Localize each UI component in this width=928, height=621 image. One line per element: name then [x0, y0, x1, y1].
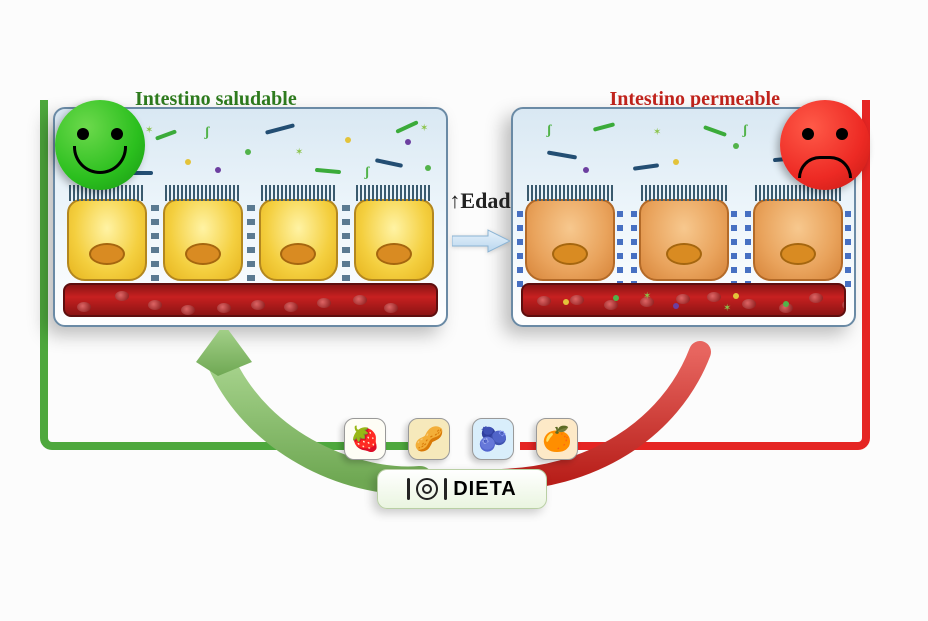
leaky-bloodvessel: ✶✶	[521, 283, 846, 317]
red-blood-cell-icon	[537, 296, 551, 306]
red-blood-cell-icon	[251, 300, 265, 310]
sad-face-icon	[780, 100, 870, 190]
leaked-particle-icon	[673, 303, 679, 309]
bacterium-rod-icon	[547, 150, 577, 159]
leaked-particle-icon	[613, 295, 619, 301]
bacterium-spiral-icon: ʃ	[547, 123, 551, 139]
enterocyte-leaky	[525, 199, 615, 281]
enterocyte-leaky	[639, 199, 729, 281]
enterocyte-healthy	[163, 199, 243, 281]
leaked-particle-icon	[783, 301, 789, 307]
age-text: Edad	[460, 188, 510, 213]
age-arrow-icon	[452, 228, 510, 259]
healthy-frame-left	[40, 100, 48, 330]
bacterium-rod-icon	[703, 125, 727, 137]
tight-junction	[247, 199, 255, 281]
red-blood-cell-icon	[353, 295, 367, 305]
bacterium-rod-icon	[155, 129, 177, 140]
particle-star-icon: ✶	[420, 123, 428, 134]
diet-box: DIETA	[377, 469, 547, 509]
red-blood-cell-icon	[742, 299, 756, 309]
bacterium-coccus-icon	[185, 159, 191, 165]
leaked-particle-icon	[563, 299, 569, 305]
red-blood-cell-icon	[317, 298, 331, 308]
red-blood-cell-icon	[809, 293, 823, 303]
fork-icon	[407, 478, 410, 500]
red-blood-cell-icon	[284, 302, 298, 312]
particle-star-icon: ✶	[295, 147, 303, 158]
bacterium-coccus-icon	[425, 165, 431, 171]
leaked-particle-icon	[733, 293, 739, 299]
food-bread-icon: 🥜	[408, 418, 450, 460]
bacterium-coccus-icon	[673, 159, 679, 165]
diet-label: DIETA	[453, 478, 517, 501]
food-icons-row: 🍓 🥜 🫐 🍊	[344, 418, 578, 460]
leaky-cells	[525, 199, 842, 281]
particle-star-icon: ✶	[145, 125, 153, 136]
food-orange-icon: 🍊	[536, 418, 578, 460]
enterocyte-healthy	[67, 199, 147, 281]
particle-star-icon: ✶	[653, 127, 661, 138]
age-label: ↑Edad	[449, 188, 511, 214]
red-blood-cell-icon	[217, 303, 231, 313]
bacterium-rod-icon	[593, 122, 615, 132]
tight-junction	[151, 199, 159, 281]
enterocyte-leaky	[753, 199, 843, 281]
red-blood-cell-icon	[707, 292, 721, 302]
food-strawberry-icon: 🍓	[344, 418, 386, 460]
red-blood-cell-icon	[181, 305, 195, 315]
happy-face-icon	[55, 100, 145, 190]
bacterium-spiral-icon: ʃ	[205, 125, 209, 141]
red-blood-cell-icon	[148, 300, 162, 310]
plate-icon	[416, 478, 438, 500]
healthy-bloodvessel	[63, 283, 438, 317]
red-blood-cell-icon	[77, 302, 91, 312]
bacterium-coccus-icon	[405, 139, 411, 145]
bacterium-coccus-icon	[245, 149, 251, 155]
food-blueberry-icon: 🫐	[472, 418, 514, 460]
enterocyte-healthy	[354, 199, 434, 281]
bacterium-rod-icon	[633, 163, 659, 171]
bacterium-rod-icon	[315, 168, 341, 174]
red-blood-cell-icon	[842, 300, 846, 310]
leaked-particle-icon: ✶	[723, 303, 731, 314]
bacterium-coccus-icon	[733, 143, 739, 149]
bacterium-spiral-icon: ʃ	[365, 165, 369, 181]
tight-junction	[342, 199, 350, 281]
red-blood-cell-icon	[384, 303, 398, 313]
knife-icon	[444, 478, 447, 500]
red-blood-cell-icon	[570, 295, 584, 305]
bacterium-coccus-icon	[583, 167, 589, 173]
red-blood-cell-icon	[115, 291, 129, 301]
bacterium-coccus-icon	[345, 137, 351, 143]
leaked-particle-icon: ✶	[643, 291, 651, 302]
red-blood-cell-icon	[604, 300, 618, 310]
enterocyte-healthy	[259, 199, 339, 281]
healthy-cells	[67, 199, 434, 281]
bacterium-spiral-icon: ʃ	[743, 123, 747, 139]
bacterium-coccus-icon	[215, 167, 221, 173]
bacterium-rod-icon	[395, 120, 418, 134]
bacterium-rod-icon	[375, 158, 403, 168]
bacterium-rod-icon	[265, 123, 295, 135]
